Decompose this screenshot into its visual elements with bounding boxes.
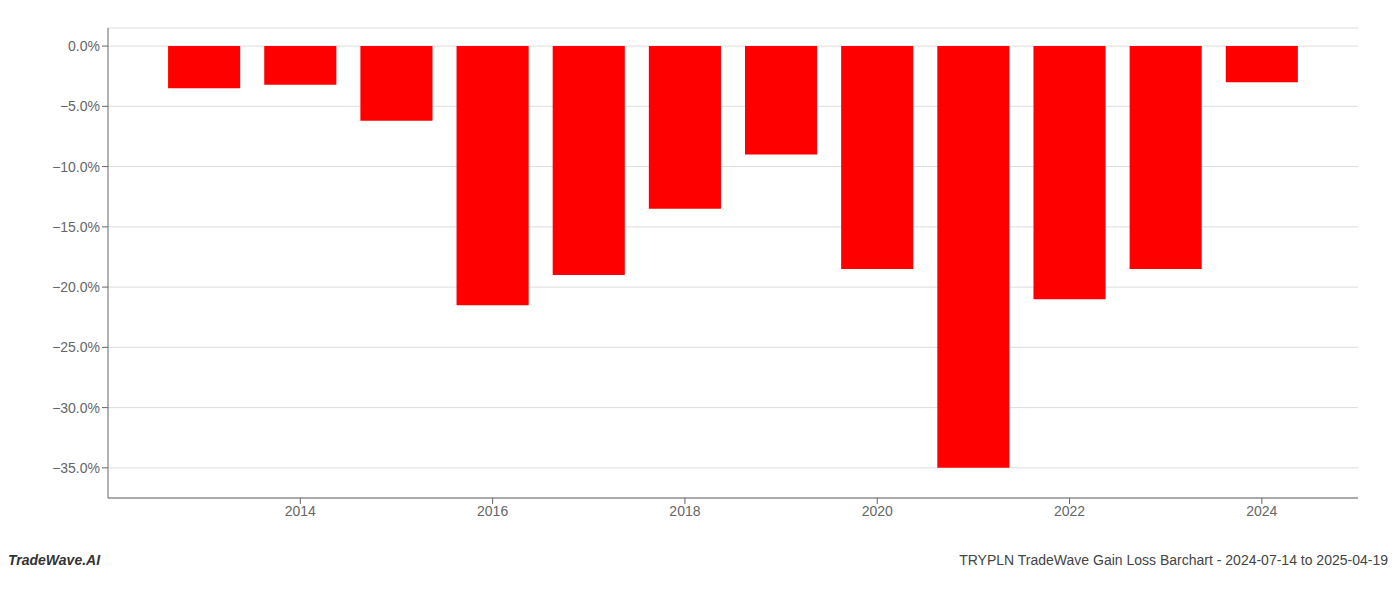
svg-text:−20.0%: −20.0% (52, 279, 100, 295)
svg-text:−25.0%: −25.0% (52, 339, 100, 355)
svg-text:2022: 2022 (1054, 503, 1085, 519)
svg-text:−30.0%: −30.0% (52, 400, 100, 416)
svg-text:−15.0%: −15.0% (52, 219, 100, 235)
html-text:TRYPLN TradeWave Gain Loss Bar: TRYPLN TradeWave Gain Loss Barchart - 20… (959, 552, 1388, 568)
svg-text:2020: 2020 (862, 503, 893, 519)
svg-text:2014: 2014 (285, 503, 316, 519)
svg-text:2024: 2024 (1246, 503, 1277, 519)
svg-text:−35.0%: −35.0% (52, 460, 100, 476)
svg-text:2016: 2016 (477, 503, 508, 519)
svg-text:−5.0%: −5.0% (60, 98, 100, 114)
svg-text:0.0%: 0.0% (68, 38, 100, 54)
svg-text:2018: 2018 (669, 503, 700, 519)
html-text:TradeWave.AI: TradeWave.AI (8, 552, 101, 568)
svg-text:−10.0%: −10.0% (52, 159, 100, 175)
